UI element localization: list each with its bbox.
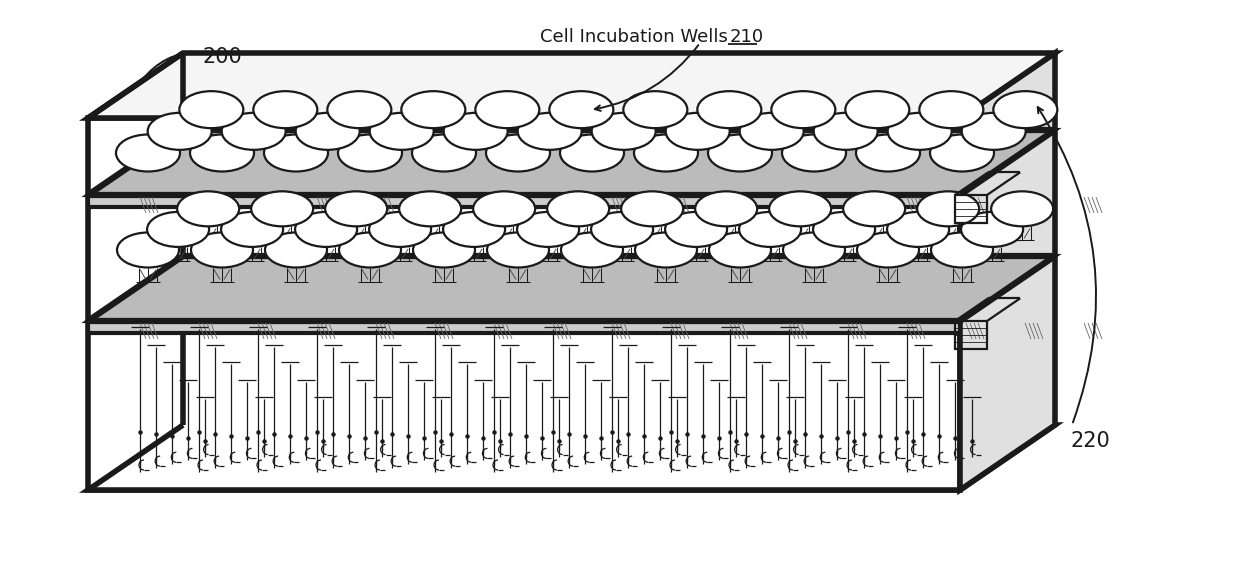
Ellipse shape (443, 212, 505, 247)
Ellipse shape (547, 191, 609, 226)
Ellipse shape (930, 135, 994, 171)
Ellipse shape (591, 113, 656, 150)
Ellipse shape (399, 191, 461, 226)
Ellipse shape (191, 233, 253, 268)
Ellipse shape (517, 212, 579, 247)
Ellipse shape (265, 233, 327, 268)
Ellipse shape (549, 91, 614, 128)
Ellipse shape (475, 91, 539, 128)
Ellipse shape (402, 91, 465, 128)
Ellipse shape (624, 91, 687, 128)
Ellipse shape (621, 191, 683, 226)
Polygon shape (88, 53, 1055, 118)
Ellipse shape (252, 191, 314, 226)
Ellipse shape (635, 233, 697, 268)
Ellipse shape (962, 113, 1025, 150)
Ellipse shape (180, 91, 243, 128)
Ellipse shape (709, 233, 771, 268)
Ellipse shape (117, 233, 179, 268)
Ellipse shape (857, 233, 919, 268)
Polygon shape (960, 53, 1055, 490)
Ellipse shape (339, 135, 402, 171)
Ellipse shape (961, 212, 1023, 247)
Polygon shape (88, 425, 1055, 490)
Polygon shape (88, 321, 960, 333)
Ellipse shape (771, 91, 836, 128)
Ellipse shape (412, 135, 476, 171)
Ellipse shape (264, 135, 329, 171)
Ellipse shape (782, 233, 844, 268)
Ellipse shape (517, 113, 582, 150)
Ellipse shape (813, 113, 878, 150)
Ellipse shape (634, 135, 698, 171)
Ellipse shape (769, 191, 831, 226)
Ellipse shape (887, 212, 949, 247)
Ellipse shape (560, 233, 622, 268)
Ellipse shape (444, 113, 507, 150)
Ellipse shape (370, 212, 432, 247)
Ellipse shape (253, 91, 317, 128)
Ellipse shape (919, 91, 983, 128)
Ellipse shape (370, 113, 434, 150)
Ellipse shape (993, 91, 1058, 128)
Ellipse shape (339, 233, 401, 268)
Ellipse shape (708, 135, 773, 171)
Ellipse shape (327, 91, 392, 128)
Polygon shape (88, 118, 960, 490)
Ellipse shape (148, 113, 212, 150)
Ellipse shape (843, 191, 905, 226)
Ellipse shape (148, 212, 210, 247)
Ellipse shape (696, 191, 758, 226)
Text: 200: 200 (143, 47, 242, 80)
Ellipse shape (486, 135, 551, 171)
Polygon shape (88, 130, 1055, 195)
Ellipse shape (560, 135, 624, 171)
Ellipse shape (739, 212, 801, 247)
Ellipse shape (117, 135, 180, 171)
Ellipse shape (846, 91, 909, 128)
Ellipse shape (325, 191, 387, 226)
Ellipse shape (991, 191, 1053, 226)
Ellipse shape (666, 113, 729, 150)
Ellipse shape (931, 233, 993, 268)
Ellipse shape (813, 212, 875, 247)
Polygon shape (88, 256, 1055, 321)
Ellipse shape (487, 233, 549, 268)
Ellipse shape (591, 212, 653, 247)
Ellipse shape (782, 135, 846, 171)
Ellipse shape (697, 91, 761, 128)
Text: Cell Incubation Wells: Cell Incubation Wells (539, 28, 728, 46)
Ellipse shape (190, 135, 254, 171)
Ellipse shape (413, 233, 475, 268)
Ellipse shape (474, 191, 536, 226)
Ellipse shape (856, 135, 920, 171)
Text: 210: 210 (730, 28, 764, 46)
Text: 220: 220 (1070, 431, 1110, 451)
Ellipse shape (177, 191, 239, 226)
Ellipse shape (295, 113, 360, 150)
Ellipse shape (888, 113, 951, 150)
Ellipse shape (221, 212, 283, 247)
Polygon shape (88, 195, 960, 207)
Ellipse shape (918, 191, 980, 226)
Ellipse shape (740, 113, 804, 150)
Ellipse shape (295, 212, 357, 247)
Ellipse shape (222, 113, 285, 150)
Ellipse shape (665, 212, 727, 247)
